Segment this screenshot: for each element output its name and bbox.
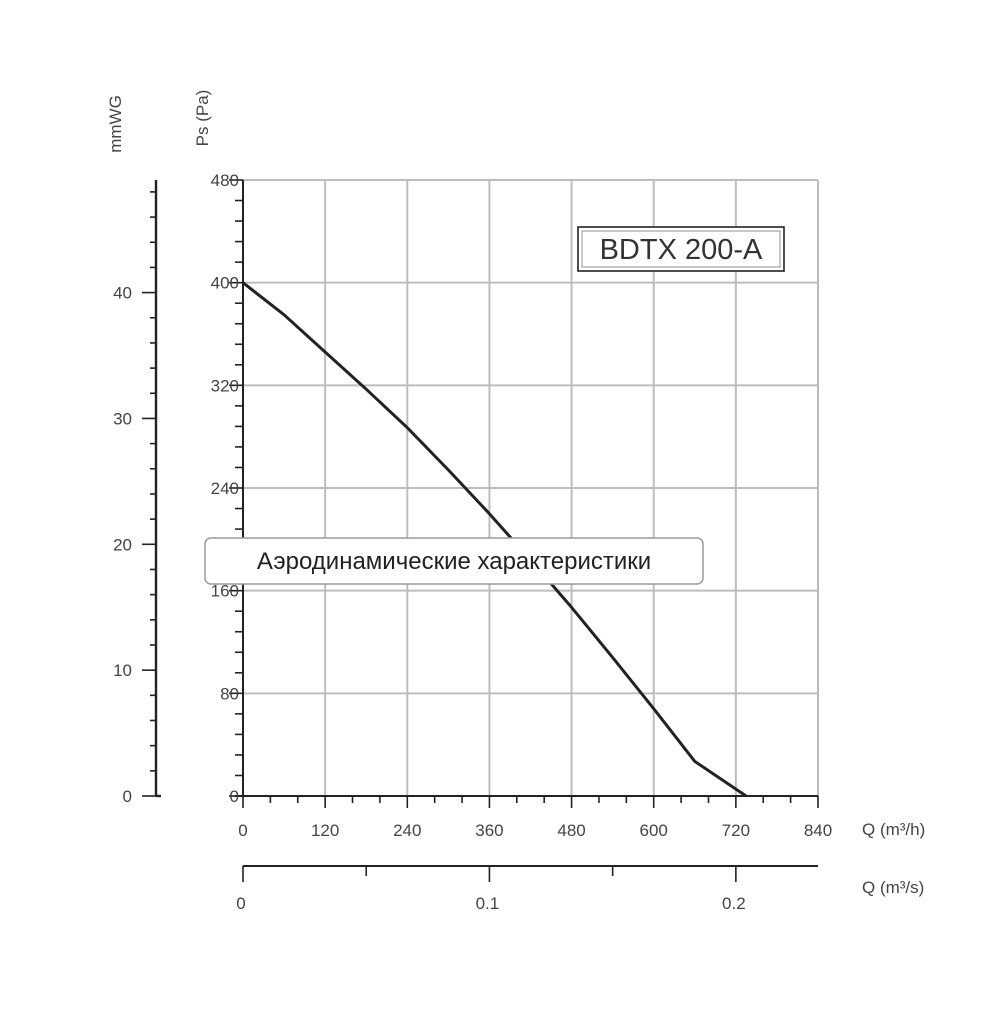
model-label: BDTX 200-A	[600, 234, 763, 266]
x-tick-label: 720	[722, 821, 750, 840]
model-label-box: BDTX 200-A	[577, 226, 785, 272]
caption-text: Аэродинамические характеристики	[257, 548, 651, 575]
y-tick-label: 320	[211, 376, 239, 395]
mmwg-tick-label: 10	[113, 661, 132, 680]
y-tick-label: 0	[230, 787, 239, 806]
m3s-tick-label: 0.2	[722, 894, 746, 913]
caption-box: Аэродинамические характеристики	[204, 537, 704, 585]
x-tick-label: 360	[475, 821, 503, 840]
mmwg-tick-label: 40	[113, 284, 132, 303]
x-tick-label: 0	[238, 821, 247, 840]
y-tick-label: 480	[211, 171, 239, 190]
y-tick-label: 80	[220, 684, 239, 703]
curve-line	[242, 281, 747, 798]
grid	[242, 179, 819, 797]
mmwg-tick-label: 20	[113, 535, 132, 554]
x-tick-label: 240	[393, 821, 421, 840]
x-tick-label: 480	[557, 821, 585, 840]
x-tick-label: 120	[311, 821, 339, 840]
xlabel: Q (m³/h)	[862, 820, 925, 839]
x-tick-label: 600	[640, 821, 668, 840]
y2label: mmWG	[106, 95, 125, 153]
mmwg-tick-label: 0	[123, 787, 132, 806]
x2label: Q (m³/s)	[862, 878, 924, 897]
axes	[142, 179, 819, 882]
m3s-tick-label: 0.1	[476, 894, 500, 913]
m3s-tick-label: 0	[236, 894, 245, 913]
ylabel: Ps (Pa)	[193, 90, 212, 147]
mmwg-tick-label: 30	[113, 409, 132, 428]
y-tick-label: 160	[211, 582, 239, 601]
y-tick-label: 400	[211, 274, 239, 293]
y-tick-label: 240	[211, 479, 239, 498]
x-tick-label: 840	[804, 821, 832, 840]
